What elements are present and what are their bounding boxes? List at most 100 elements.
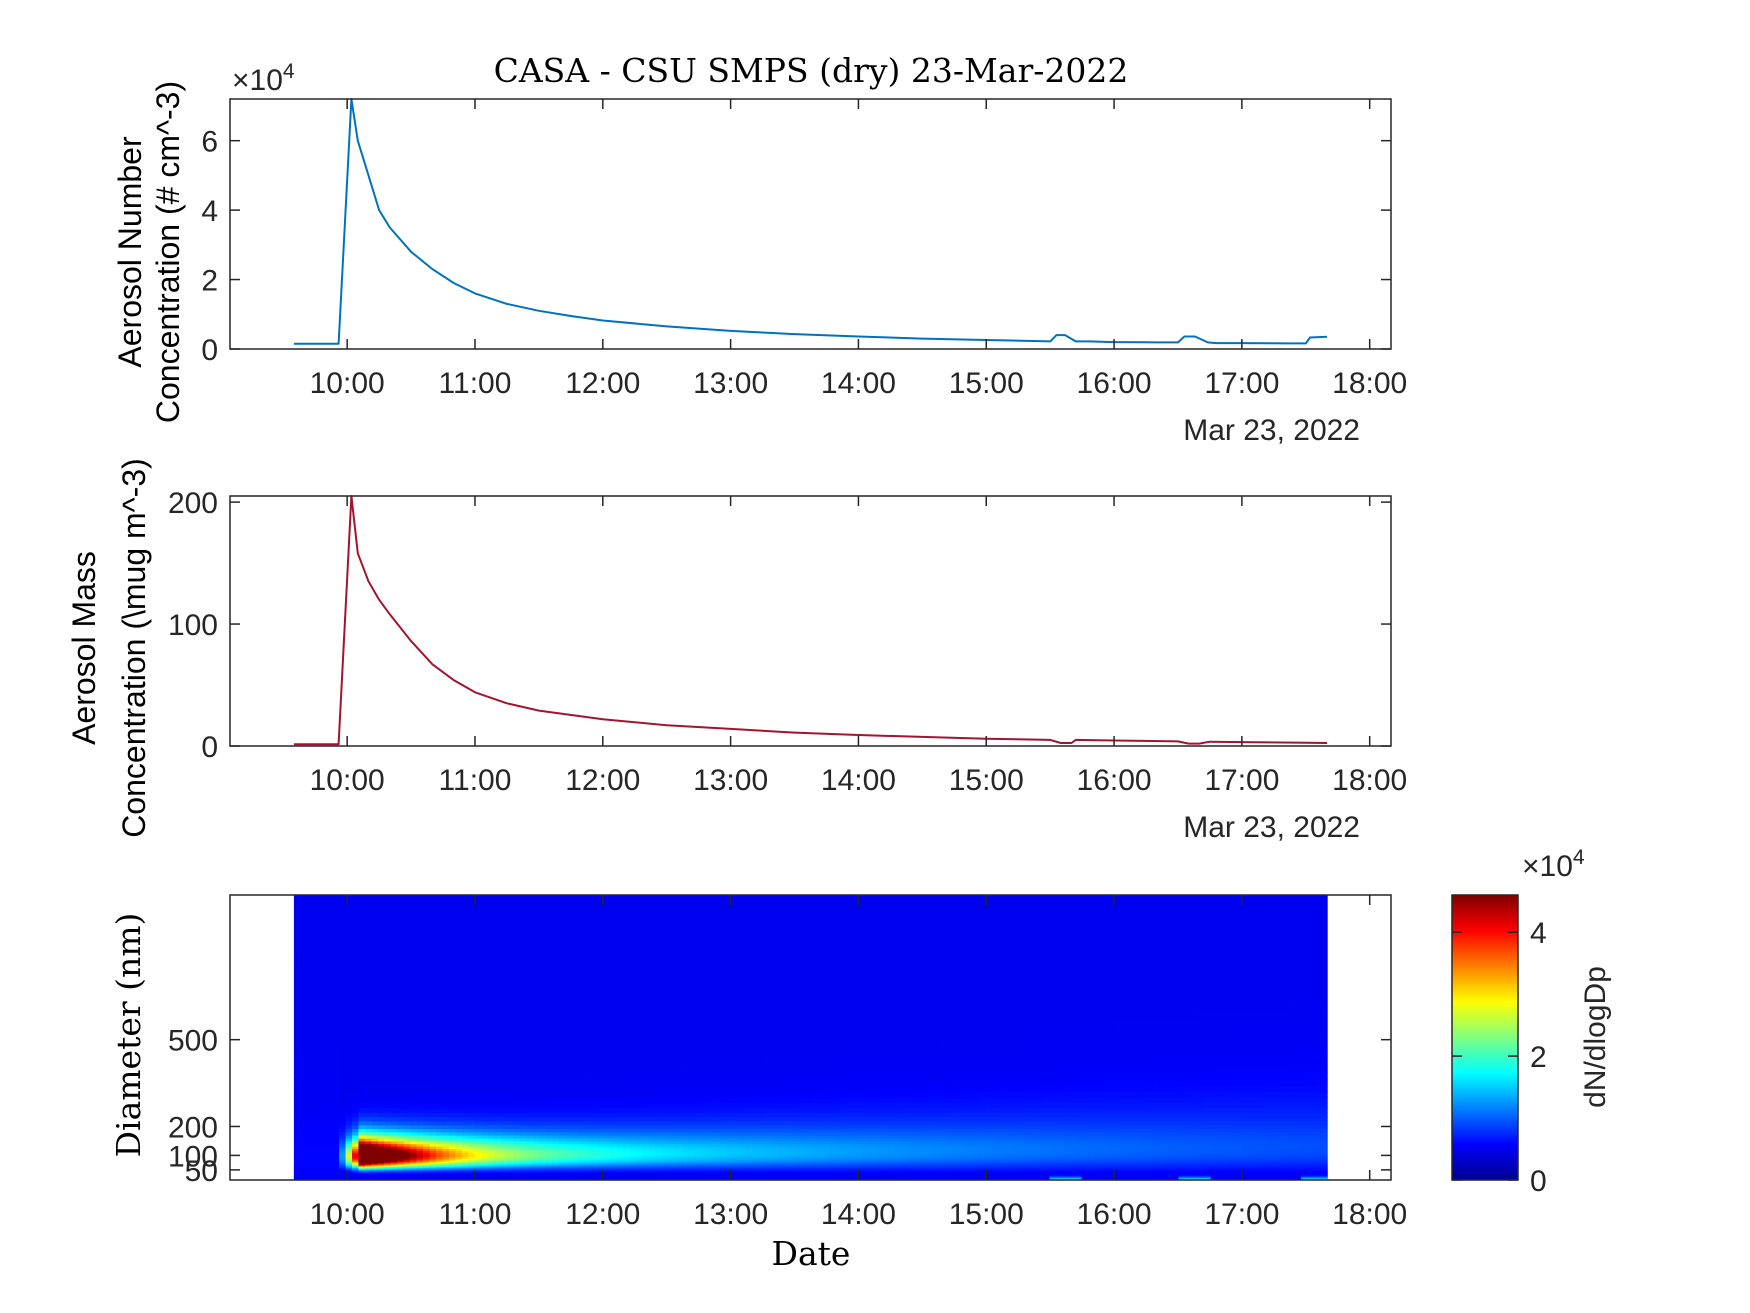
heatmap-cell [429, 1154, 437, 1158]
heatmap-cell [448, 1072, 456, 1080]
heatmap-cell [429, 1064, 437, 1073]
heatmap-cell [526, 1138, 534, 1142]
heatmap-cell [610, 1162, 618, 1165]
heatmap-cell [313, 1168, 321, 1171]
heatmap-cell [552, 1079, 560, 1087]
heatmap-cell [416, 929, 424, 946]
heatmap-cell [539, 944, 547, 961]
heatmap-cell [603, 986, 611, 1000]
heatmap-cell [623, 1172, 631, 1175]
heatmap-cell [352, 1167, 360, 1170]
heatmap-cell [584, 1156, 592, 1159]
heatmap-cell [623, 1169, 631, 1171]
heatmap-cell [507, 1172, 515, 1174]
heatmap-cell [345, 1150, 353, 1154]
heatmap-cell [616, 1097, 624, 1104]
heatmap-cell [700, 1161, 708, 1164]
heatmap-cell [371, 1107, 379, 1113]
heatmap-cell [403, 1102, 411, 1109]
heatmap-cell [326, 1166, 334, 1169]
heatmap-cell [403, 1128, 411, 1133]
heatmap-cell [306, 1172, 314, 1174]
heatmap-cell [339, 1030, 347, 1041]
heatmap-cell [429, 1172, 437, 1175]
heatmap-cell [552, 1143, 560, 1147]
heatmap-cell [313, 1009, 321, 1022]
heatmap-cell [371, 1159, 379, 1162]
heatmap-cell [455, 944, 463, 961]
heatmap-cell [636, 1030, 644, 1041]
heatmap-cell [526, 1156, 534, 1159]
heatmap-cell [500, 1174, 508, 1176]
heatmap-cell [674, 1168, 682, 1171]
heatmap-cell [487, 1161, 495, 1164]
heatmap-cell [610, 1154, 618, 1158]
heatmap-cell [339, 1172, 347, 1174]
heatmap-cell [352, 1072, 360, 1080]
heatmap-cell [655, 1140, 663, 1145]
heatmap-cell [442, 959, 450, 974]
heatmap-cell [726, 1079, 734, 1087]
heatmap-cell [468, 1064, 476, 1073]
heatmap-cell [332, 1057, 340, 1066]
heatmap-cell [371, 1120, 379, 1126]
heatmap-cell [565, 1172, 573, 1175]
heatmap-cell [623, 1167, 631, 1170]
heatmap-cell [442, 1009, 450, 1022]
heatmap-cell [377, 1165, 385, 1167]
heatmap-cell [339, 1169, 347, 1171]
heatmap-cell [403, 1148, 411, 1152]
heatmap-cell [364, 1107, 372, 1113]
heatmap-cell [468, 1079, 476, 1087]
heatmap-cell [339, 1174, 347, 1176]
heatmap-cell [733, 1112, 741, 1118]
heatmap-cell [623, 912, 631, 930]
heatmap-cell [300, 1048, 308, 1058]
heatmap-cell [494, 1154, 502, 1158]
heatmap-cell [364, 1140, 372, 1145]
heatmap-cell [377, 1167, 385, 1170]
heatmap-cell [597, 986, 605, 1000]
heatmap-cell [629, 1162, 637, 1165]
number-xtick-label: 11:00 [439, 367, 512, 400]
heatmap-cell [539, 1169, 547, 1171]
heatmap-cell [319, 1161, 327, 1164]
heatmap-cell [326, 1158, 334, 1161]
heatmap-cell [306, 1064, 314, 1073]
heatmap-cell [707, 1085, 715, 1093]
heatmap-cell [364, 1172, 372, 1174]
heatmap-cell [707, 1116, 715, 1122]
heatmap-cell [494, 1166, 502, 1169]
heatmap-cell [720, 1097, 728, 1104]
heatmap-cell [410, 895, 418, 914]
heatmap-cell [649, 1152, 657, 1156]
heatmap-cell [410, 1039, 418, 1050]
heatmap-cell [468, 1057, 476, 1066]
heatmap-cell [590, 1116, 599, 1122]
heatmap-cell [494, 1138, 502, 1142]
heatmap-cell [332, 1150, 340, 1154]
heatmap-cell [352, 1128, 360, 1133]
heatmap-cell [332, 1072, 340, 1080]
heatmap-cell [358, 998, 366, 1011]
heatmap-cell [655, 1030, 663, 1041]
heatmap-cell [507, 1085, 515, 1093]
heatmap-cell [429, 1120, 437, 1126]
heatmap-cell [590, 1169, 599, 1171]
heatmap-cell [332, 1064, 340, 1073]
heatmap-cell [597, 1072, 605, 1080]
heatmap-cell [390, 1116, 398, 1122]
heatmap-cell [681, 1171, 689, 1173]
heatmap-cell [642, 1030, 650, 1041]
heatmap-cell [519, 1159, 527, 1162]
heatmap-cell [481, 1161, 489, 1164]
heatmap-cell [474, 1172, 482, 1174]
heatmap-cell [674, 1097, 682, 1104]
heatmap-cell [339, 1039, 347, 1050]
heatmap-cell [494, 912, 502, 930]
heatmap-cell [707, 986, 715, 1000]
heatmap-cell [661, 1156, 670, 1159]
heatmap-cell [384, 1172, 392, 1175]
heatmap-cell [390, 1107, 398, 1113]
heatmap-cell [474, 1124, 482, 1129]
